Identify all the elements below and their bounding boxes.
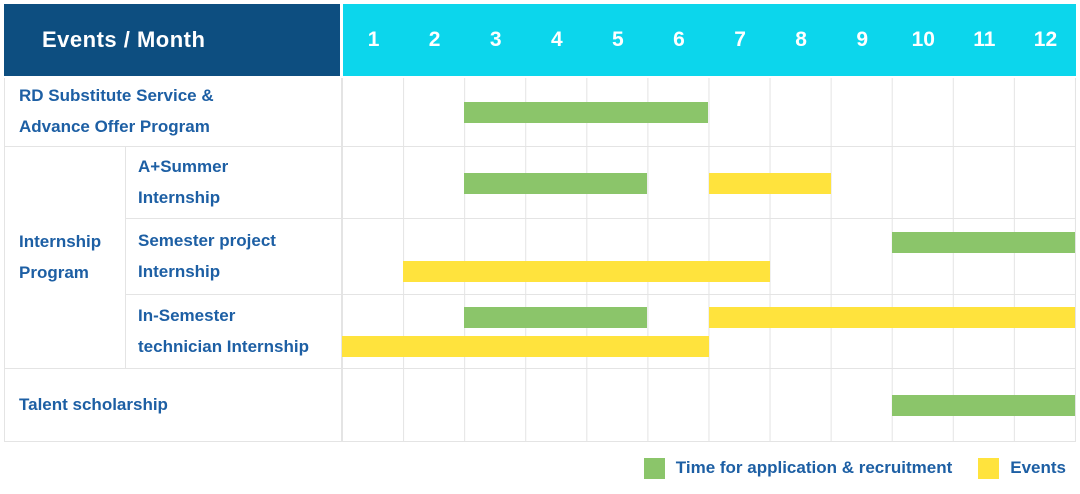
month-header-1: 1 [367, 28, 380, 51]
legend-item-application: Time for application & recruitment [643, 457, 953, 479]
label-line: Semester project [138, 230, 276, 250]
label-line: A+Summer [138, 156, 229, 176]
label-line: In-Semester [138, 305, 236, 325]
month-header-5: 5 [612, 28, 624, 51]
legend-item-events: Events [978, 457, 1066, 479]
header-divider [340, 4, 343, 76]
chart-row-talent-scholarship [341, 368, 1075, 441]
legend-label: Time for application & recruitment [675, 458, 953, 477]
label-line: Talent scholarship [19, 394, 168, 414]
month-header-9: 9 [856, 28, 869, 51]
month-header-12: 12 [1033, 28, 1058, 51]
legend-swatch-yellow [978, 457, 1000, 479]
group-label-internship: Internship Program [5, 146, 125, 368]
row-label-a-summer-internship: A+Summer Internship [125, 146, 341, 218]
row-label-rd-substitute: RD Substitute Service & Advance Offer Pro… [5, 78, 341, 146]
chart-row-semester-project-internship [341, 218, 1075, 294]
bar-green-m3-m6 [464, 102, 709, 123]
chart-row-a-summer-internship [341, 146, 1075, 218]
legend: Time for application & recruitment Event… [4, 443, 1076, 493]
header-title: Events / Month [4, 4, 340, 76]
label-line: technician Internship [138, 336, 309, 356]
month-header-row: 1 2 3 4 5 6 7 8 9 10 11 12 [343, 4, 1076, 76]
month-header-2: 2 [428, 28, 441, 51]
month-header-4: 4 [550, 28, 563, 51]
label-line: Internship [138, 261, 221, 281]
month-header-10: 10 [911, 28, 935, 51]
chart-row-in-semester-technician-internship [341, 294, 1075, 368]
table-header: Events / Month 1 2 3 4 5 6 7 8 9 10 11 12 [4, 4, 1076, 76]
row-label-talent-scholarship: Talent scholarship [5, 368, 341, 441]
schedule-body: RD Substitute Service & Advance Offer Pro… [4, 78, 1076, 442]
legend-swatch-green [643, 457, 665, 479]
month-header-8: 8 [795, 28, 807, 51]
label-line: Program [19, 262, 89, 282]
row-label-semester-project-internship: Semester project Internship [125, 218, 341, 294]
month-header-7: 7 [734, 28, 746, 51]
label-line: Advance Offer Program [19, 117, 210, 136]
month-header-6: 6 [673, 28, 685, 51]
bar-yellow-m1-m6 [342, 335, 709, 357]
bar-green-m3-m5 [464, 172, 648, 194]
month-header-3: 3 [489, 28, 502, 51]
bar-green-m10-m12 [891, 395, 1075, 416]
legend-label: Events [1010, 458, 1066, 477]
label-line: RD Substitute Service & [19, 86, 214, 106]
bar-yellow-m7-m8 [708, 172, 831, 194]
row-label-in-semester-technician-internship: In-Semester technician Internship [125, 294, 341, 368]
label-line: Internship [19, 231, 102, 251]
bar-yellow-m7-m12 [708, 306, 1075, 328]
label-line: Internship [138, 187, 221, 207]
chart-row-rd-substitute [341, 78, 1075, 146]
bar-green-m3-m5 [464, 306, 648, 328]
month-header-11: 11 [973, 28, 996, 51]
bar-yellow-m2-m7 [403, 260, 770, 282]
bar-green-m10-m12 [891, 231, 1075, 253]
